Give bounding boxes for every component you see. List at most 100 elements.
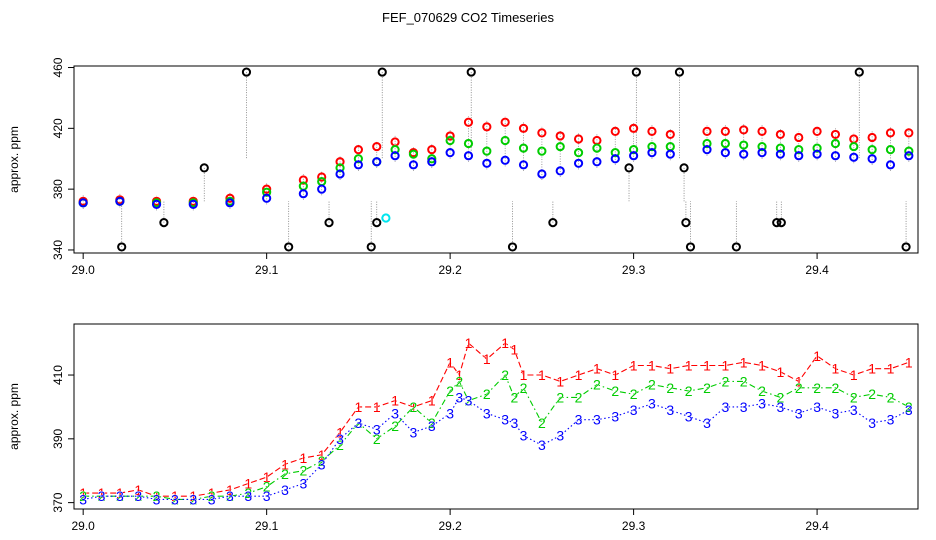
data-point — [353, 145, 363, 155]
data-point — [372, 141, 382, 152]
data-point — [739, 140, 749, 150]
data-point — [262, 184, 272, 194]
data-label: 2 — [501, 367, 509, 383]
data-label: 3 — [868, 415, 876, 431]
data-point — [629, 151, 639, 161]
data-point — [610, 154, 620, 164]
data-label: 1 — [465, 335, 473, 351]
data-point — [518, 143, 529, 153]
data-label: 2 — [153, 488, 161, 504]
data-label: 2 — [721, 373, 729, 389]
data-point — [298, 189, 308, 199]
data-label: 1 — [501, 335, 509, 351]
data-point — [335, 169, 345, 179]
bottom-panel-lines: 29.0 29.1 29.2 29.3 29.4 370 390 410 approx. ppm… — [7, 323, 919, 533]
data-label: 1 — [79, 485, 87, 501]
data-label: 3 — [373, 421, 381, 437]
data-label: 1 — [556, 373, 564, 389]
data-point — [262, 187, 272, 197]
data-point — [904, 128, 914, 138]
data-point — [482, 146, 492, 156]
data-point — [445, 148, 455, 158]
data-point — [317, 172, 327, 182]
data-label: 3 — [593, 412, 601, 428]
data-point — [629, 145, 639, 155]
data-point — [573, 158, 584, 168]
data-label: 3 — [354, 415, 362, 431]
data-point — [702, 138, 712, 149]
data-point — [555, 166, 565, 176]
data-label: 1 — [299, 450, 307, 466]
data-point — [353, 154, 363, 164]
data-label: 2 — [189, 491, 197, 507]
data-point — [592, 135, 602, 146]
data-point — [775, 129, 785, 140]
data-point — [115, 196, 125, 206]
data-label: 3 — [299, 475, 307, 491]
data-label: 2 — [776, 389, 784, 405]
data-label: 1 — [510, 342, 518, 358]
data-label: 2 — [850, 389, 858, 405]
data-label: 1 — [428, 393, 436, 409]
data-point — [849, 141, 859, 152]
data-label: 1 — [630, 357, 638, 373]
x-tick-label: 29.4 — [805, 519, 829, 533]
data-point — [720, 126, 730, 136]
data-label: 3 — [465, 393, 473, 409]
data-label: 1 — [336, 424, 344, 440]
data-label: 2 — [299, 463, 307, 479]
data-label: 2 — [391, 418, 399, 434]
data-label: 2 — [575, 389, 583, 405]
data-point — [665, 129, 675, 140]
y-tick-label: 410 — [51, 365, 65, 385]
data-label: 2 — [703, 380, 711, 396]
data-point — [812, 149, 822, 159]
plot-frame — [73, 65, 919, 254]
data-label: 3 — [758, 396, 766, 412]
data-point — [904, 146, 914, 156]
data-point — [830, 138, 841, 149]
data-label: 2 — [611, 383, 619, 399]
x-tick-label: 29.2 — [438, 263, 462, 277]
data-label: 2 — [455, 373, 463, 389]
figure-title: FEF_070629 CO2 Timeseries — [382, 10, 554, 25]
data-point — [427, 154, 437, 164]
data-point — [159, 217, 169, 228]
data-point — [647, 148, 657, 158]
data-label: 1 — [226, 482, 234, 498]
data-point — [390, 151, 400, 161]
data-label: 2 — [648, 377, 656, 393]
data-point — [151, 199, 162, 209]
y-tick-label: 340 — [51, 240, 65, 260]
data-point — [353, 160, 363, 170]
top-panel-scatter: 29.0 29.1 29.2 29.3 29.4 340 380 420 460 approx. … — [7, 57, 919, 277]
data-point — [573, 134, 584, 144]
data-point — [284, 242, 294, 252]
data-label: 3 — [556, 428, 564, 444]
data-point — [592, 157, 602, 167]
y-axis-label: approx. ppm — [7, 126, 21, 193]
data-label: 3 — [510, 415, 518, 431]
data-point — [772, 217, 782, 228]
data-point — [117, 242, 127, 252]
data-label: 2 — [318, 453, 326, 469]
data-label: 2 — [520, 380, 528, 396]
data-label: 1 — [795, 373, 803, 389]
data-point — [427, 157, 437, 167]
data-point — [335, 157, 345, 167]
data-point — [849, 134, 859, 144]
data-point — [317, 184, 327, 194]
data-label: 3 — [410, 424, 418, 440]
data-label: 2 — [510, 389, 518, 405]
data-point — [518, 160, 529, 170]
data-label: 3 — [666, 402, 674, 418]
data-point — [830, 151, 841, 161]
data-label: 2 — [79, 488, 87, 504]
data-label: 1 — [538, 367, 546, 383]
data-point — [366, 242, 376, 252]
data-point — [408, 149, 419, 159]
data-point — [537, 169, 547, 179]
data-label: 2 — [685, 383, 693, 399]
data-label: 1 — [758, 357, 766, 373]
data-point — [500, 135, 510, 146]
